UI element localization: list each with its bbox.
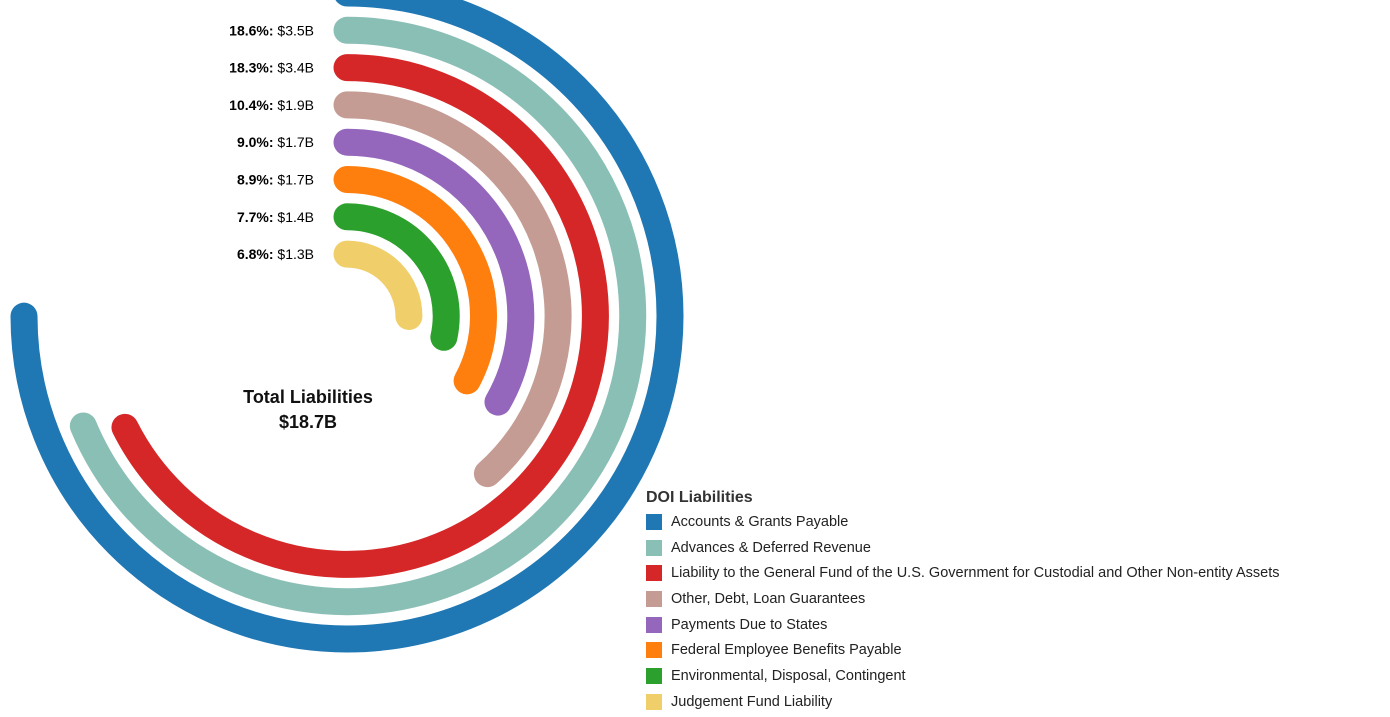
- legend-swatch: [646, 513, 662, 530]
- center-label-total: $18.7B: [279, 412, 337, 432]
- legend-swatch: [646, 590, 662, 607]
- bar-label-percent: 6.8%:: [237, 246, 274, 262]
- bar-label-percent: 20.3%:: [229, 0, 273, 1]
- radial-bars: [10, 0, 684, 653]
- bar-label-percent: 9.0%:: [237, 134, 274, 150]
- legend: DOI Liabilities Accounts & Grants Payabl…: [646, 489, 1280, 715]
- radial-bar: [333, 128, 535, 416]
- radial-bar: [111, 54, 609, 578]
- bar-label-value: $3.5B: [274, 22, 314, 38]
- bar-label-value: $1.7B: [274, 134, 314, 150]
- legend-item: Other, Debt, Loan Guarantees: [646, 586, 1280, 612]
- legend-swatch: [646, 539, 662, 556]
- bar-label-value: $1.7B: [274, 172, 314, 188]
- legend-label: Environmental, Disposal, Contingent: [671, 667, 906, 684]
- radial-bar: [69, 16, 647, 616]
- legend-item: Advances & Deferred Revenue: [646, 535, 1280, 561]
- bar-label-percent: 18.6%:: [229, 22, 273, 38]
- bar-label-value: $1.9B: [274, 97, 314, 113]
- bar-labels: 20.3%: $3.8B 18.6%: $3.5B 18.3%: $3.4B 10.4…: [229, 0, 314, 262]
- bar-label-value: $3.4B: [274, 60, 314, 76]
- legend-label: Federal Employee Benefits Payable: [671, 642, 902, 659]
- radial-bar: [333, 166, 497, 395]
- bar-label-value: $3.8B: [274, 0, 314, 1]
- legend-item: Environmental, Disposal, Contingent: [646, 663, 1280, 689]
- legend-label: Liability to the General Fund of the U.S…: [671, 565, 1280, 582]
- bar-label-percent: 7.7%:: [237, 209, 274, 225]
- bar-label-percent: 8.9%:: [237, 172, 274, 188]
- legend-label: Accounts & Grants Payable: [671, 513, 849, 530]
- legend-swatch: [646, 667, 662, 684]
- legend-item: Payments Due to States: [646, 612, 1280, 638]
- bar-label-percent: 10.4%:: [229, 97, 273, 113]
- legend-swatch: [646, 616, 662, 633]
- bar-label: 20.3%: $3.8B: [229, 0, 314, 1]
- legend-item: Judgement Fund Liability: [646, 689, 1280, 715]
- legend-title: DOI Liabilities: [646, 489, 753, 506]
- legend-item: Liability to the General Fund of the U.S…: [646, 560, 1280, 586]
- bar-label: 18.3%: $3.4B: [229, 60, 314, 76]
- legend-items: Accounts & Grants Payable Advances & Defe…: [646, 509, 1280, 715]
- bar-label: 10.4%: $1.9B: [229, 97, 314, 113]
- radial-bar: [333, 203, 460, 351]
- radial-bar: [333, 240, 423, 330]
- bar-label-value: $1.3B: [274, 246, 314, 262]
- legend-label: Payments Due to States: [671, 616, 828, 633]
- bar-label-percent: 18.3%:: [229, 60, 273, 76]
- bar-label: 7.7%: $1.4B: [237, 209, 314, 225]
- legend-swatch: [646, 565, 662, 582]
- bar-label: 18.6%: $3.5B: [229, 22, 314, 38]
- legend-swatch: [646, 642, 662, 659]
- radial-bar: [10, 0, 684, 653]
- legend-label: Advances & Deferred Revenue: [671, 539, 871, 556]
- legend-item: Federal Employee Benefits Payable: [646, 637, 1280, 663]
- bar-label: 8.9%: $1.7B: [237, 172, 314, 188]
- bar-label: 6.8%: $1.3B: [237, 246, 314, 262]
- legend-label: Other, Debt, Loan Guarantees: [671, 590, 866, 607]
- legend-swatch: [646, 693, 662, 710]
- radial-bar: [333, 91, 572, 488]
- bar-label: 9.0%: $1.7B: [237, 134, 314, 150]
- legend-label: Judgement Fund Liability: [671, 693, 833, 710]
- bar-label-value: $1.4B: [274, 209, 314, 225]
- legend-item: Accounts & Grants Payable: [646, 509, 1280, 535]
- center-label-title: Total Liabilities: [243, 387, 373, 407]
